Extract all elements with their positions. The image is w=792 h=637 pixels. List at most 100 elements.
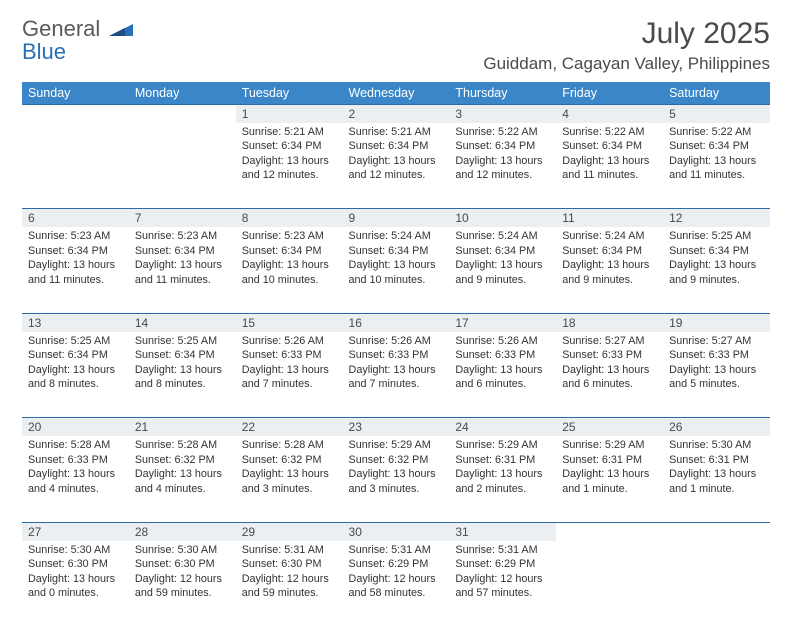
sunrise-text: Sunrise: 5:28 AM — [135, 438, 230, 453]
daylight-text: Daylight: 13 hours and 5 minutes. — [669, 363, 764, 392]
daylight-text: Daylight: 12 hours and 57 minutes. — [455, 572, 550, 601]
day-number: 16 — [349, 316, 362, 330]
day-number-cell — [556, 522, 663, 541]
day-body-cell: Sunrise: 5:30 AMSunset: 6:31 PMDaylight:… — [663, 436, 770, 522]
sunset-text: Sunset: 6:33 PM — [349, 348, 444, 363]
day-number: 13 — [28, 316, 41, 330]
weekday-row: Sunday Monday Tuesday Wednesday Thursday… — [22, 82, 770, 105]
day-number-cell: 29 — [236, 522, 343, 541]
daylight-text: Daylight: 12 hours and 59 minutes. — [242, 572, 337, 601]
day-body-cell: Sunrise: 5:23 AMSunset: 6:34 PMDaylight:… — [236, 227, 343, 313]
sunset-text: Sunset: 6:34 PM — [242, 139, 337, 154]
sunset-text: Sunset: 6:30 PM — [242, 557, 337, 572]
sunrise-text: Sunrise: 5:25 AM — [135, 334, 230, 349]
day-number: 8 — [242, 211, 249, 225]
sunrise-text: Sunrise: 5:27 AM — [669, 334, 764, 349]
day-number-cell — [663, 522, 770, 541]
day-body-cell: Sunrise: 5:23 AMSunset: 6:34 PMDaylight:… — [22, 227, 129, 313]
day-number-cell: 16 — [343, 313, 450, 332]
sunrise-text: Sunrise: 5:29 AM — [455, 438, 550, 453]
sunset-text: Sunset: 6:32 PM — [135, 453, 230, 468]
daylight-text: Daylight: 13 hours and 7 minutes. — [349, 363, 444, 392]
weekday-header: Thursday — [449, 82, 556, 105]
day-number: 30 — [349, 525, 362, 539]
day-body-cell: Sunrise: 5:30 AMSunset: 6:30 PMDaylight:… — [129, 541, 236, 627]
day-number-cell: 25 — [556, 418, 663, 437]
day-number-cell: 9 — [343, 209, 450, 228]
logo: General Blue — [22, 18, 133, 64]
sunset-text: Sunset: 6:30 PM — [28, 557, 123, 572]
day-number: 10 — [455, 211, 468, 225]
sunrise-text: Sunrise: 5:21 AM — [349, 125, 444, 140]
weekday-header: Tuesday — [236, 82, 343, 105]
day-number: 11 — [562, 211, 574, 225]
daylight-text: Daylight: 13 hours and 11 minutes. — [28, 258, 123, 287]
sunset-text: Sunset: 6:31 PM — [669, 453, 764, 468]
day-number-cell: 2 — [343, 104, 450, 123]
daylight-text: Daylight: 13 hours and 9 minutes. — [455, 258, 550, 287]
sunrise-text: Sunrise: 5:22 AM — [455, 125, 550, 140]
day-number-cell: 24 — [449, 418, 556, 437]
day-number-cell — [22, 104, 129, 123]
day-body-cell: Sunrise: 5:28 AMSunset: 6:32 PMDaylight:… — [129, 436, 236, 522]
sunrise-text: Sunrise: 5:25 AM — [669, 229, 764, 244]
day-number-cell: 14 — [129, 313, 236, 332]
sunset-text: Sunset: 6:33 PM — [562, 348, 657, 363]
daylight-text: Daylight: 13 hours and 9 minutes. — [562, 258, 657, 287]
day-body-cell: Sunrise: 5:22 AMSunset: 6:34 PMDaylight:… — [663, 123, 770, 209]
daylight-text: Daylight: 13 hours and 8 minutes. — [135, 363, 230, 392]
sunset-text: Sunset: 6:34 PM — [455, 139, 550, 154]
day-number: 21 — [135, 420, 148, 434]
daylight-text: Daylight: 13 hours and 11 minutes. — [562, 154, 657, 183]
day-number-cell: 27 — [22, 522, 129, 541]
daylight-text: Daylight: 13 hours and 6 minutes. — [455, 363, 550, 392]
sunset-text: Sunset: 6:34 PM — [669, 244, 764, 259]
day-number-cell: 31 — [449, 522, 556, 541]
location: Guiddam, Cagayan Valley, Philippines — [483, 54, 770, 74]
day-number: 9 — [349, 211, 356, 225]
day-number: 27 — [28, 525, 41, 539]
sunset-text: Sunset: 6:34 PM — [562, 244, 657, 259]
calendar-table: Sunday Monday Tuesday Wednesday Thursday… — [22, 82, 770, 627]
day-number-cell: 22 — [236, 418, 343, 437]
weekday-header: Friday — [556, 82, 663, 105]
day-number: 26 — [669, 420, 682, 434]
day-number: 31 — [455, 525, 468, 539]
day-number: 15 — [242, 316, 255, 330]
sunrise-text: Sunrise: 5:22 AM — [669, 125, 764, 140]
day-number-cell: 8 — [236, 209, 343, 228]
logo-text-block: General Blue — [22, 18, 133, 64]
sunrise-text: Sunrise: 5:30 AM — [28, 543, 123, 558]
day-number: 5 — [669, 107, 676, 121]
day-number-cell: 12 — [663, 209, 770, 228]
day-number-cell: 13 — [22, 313, 129, 332]
sunrise-text: Sunrise: 5:29 AM — [349, 438, 444, 453]
day-number: 29 — [242, 525, 255, 539]
day-number-cell: 3 — [449, 104, 556, 123]
daylight-text: Daylight: 13 hours and 11 minutes. — [669, 154, 764, 183]
day-body-cell — [129, 123, 236, 209]
day-body-cell: Sunrise: 5:25 AMSunset: 6:34 PMDaylight:… — [22, 332, 129, 418]
sunset-text: Sunset: 6:32 PM — [349, 453, 444, 468]
daylight-text: Daylight: 12 hours and 58 minutes. — [349, 572, 444, 601]
sunrise-text: Sunrise: 5:23 AM — [135, 229, 230, 244]
daylight-text: Daylight: 12 hours and 59 minutes. — [135, 572, 230, 601]
sunrise-text: Sunrise: 5:23 AM — [28, 229, 123, 244]
sunrise-text: Sunrise: 5:22 AM — [562, 125, 657, 140]
day-number-cell: 30 — [343, 522, 450, 541]
day-body-row: Sunrise: 5:25 AMSunset: 6:34 PMDaylight:… — [22, 332, 770, 418]
daylight-text: Daylight: 13 hours and 12 minutes. — [242, 154, 337, 183]
day-number-cell: 21 — [129, 418, 236, 437]
day-body-cell: Sunrise: 5:28 AMSunset: 6:33 PMDaylight:… — [22, 436, 129, 522]
day-number-cell: 1 — [236, 104, 343, 123]
weekday-header: Sunday — [22, 82, 129, 105]
daylight-text: Daylight: 13 hours and 9 minutes. — [669, 258, 764, 287]
sunrise-text: Sunrise: 5:30 AM — [669, 438, 764, 453]
day-number: 18 — [562, 316, 575, 330]
day-body-cell: Sunrise: 5:26 AMSunset: 6:33 PMDaylight:… — [449, 332, 556, 418]
sunset-text: Sunset: 6:34 PM — [242, 244, 337, 259]
day-body-cell: Sunrise: 5:31 AMSunset: 6:29 PMDaylight:… — [449, 541, 556, 627]
page: General Blue July 2025 Guiddam, Cagayan … — [0, 0, 792, 637]
sunset-text: Sunset: 6:34 PM — [669, 139, 764, 154]
day-number-row: 2728293031 — [22, 522, 770, 541]
